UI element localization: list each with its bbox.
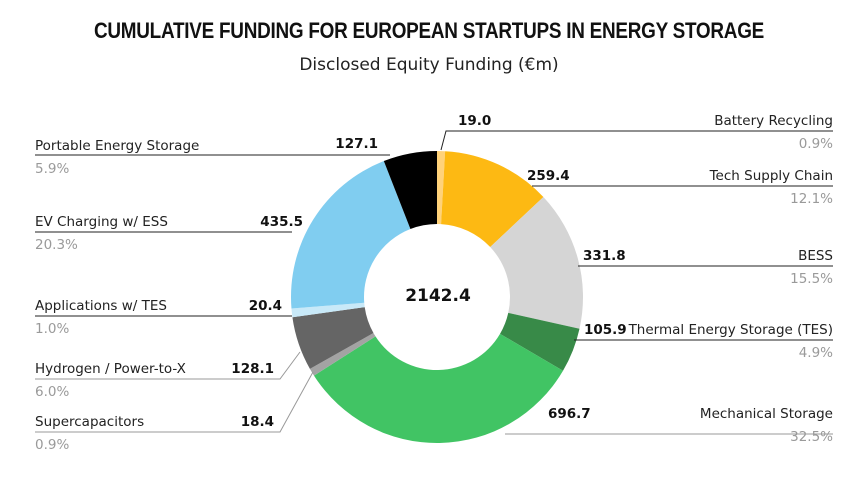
leader-line-hydrogen xyxy=(35,351,301,380)
value-label: 20.4 xyxy=(248,298,282,314)
series-label: Applications w/ TES xyxy=(35,298,167,314)
value-label: 696.7 xyxy=(548,406,591,422)
series-label: Battery Recycling xyxy=(714,113,833,129)
value-label: 331.8 xyxy=(583,248,626,264)
leader-lines xyxy=(35,130,833,435)
value-label: 127.1 xyxy=(335,136,378,152)
percent-label: 12.1% xyxy=(790,191,833,207)
percent-label: 0.9% xyxy=(798,136,833,152)
series-label: Portable Energy Storage xyxy=(35,138,200,154)
value-label: 105.9 xyxy=(584,322,627,338)
slice-supercapacitors xyxy=(309,332,376,376)
series-label: Supercapacitors xyxy=(35,414,145,430)
slice-mechanical-storage xyxy=(313,333,564,444)
slice-portable-energy-storage xyxy=(383,151,437,230)
value-label: 259.4 xyxy=(527,168,570,184)
percent-label: 4.9% xyxy=(798,345,833,361)
series-label: Thermal Energy Storage (TES) xyxy=(628,322,833,338)
series-label: Mechanical Storage xyxy=(699,406,833,422)
slice-thermal-energy-storage-tes xyxy=(500,312,580,371)
leader-line-battery-recycling xyxy=(440,130,833,151)
total-value: 2142.4 xyxy=(405,286,471,306)
value-label: 128.1 xyxy=(231,361,274,377)
series-label: EV Charging w/ ESS xyxy=(35,214,168,230)
leader-line-supercapacitors xyxy=(35,371,314,433)
percent-label: 20.3% xyxy=(35,237,78,253)
slice-ev-charging-w-ess xyxy=(290,161,411,309)
percent-label: 0.9% xyxy=(35,437,70,453)
slice-bess xyxy=(490,197,583,329)
percent-label: 15.5% xyxy=(790,271,833,287)
value-label: 18.4 xyxy=(240,414,274,430)
slice-applications-w-tes xyxy=(291,302,365,318)
percent-label: 6.0% xyxy=(35,384,70,400)
value-label: 19.0 xyxy=(458,113,492,129)
value-label: 435.5 xyxy=(260,214,303,230)
percent-label: 32.5% xyxy=(790,429,833,445)
percent-label: 5.9% xyxy=(35,161,70,177)
series-label: Tech Supply Chain xyxy=(709,168,833,184)
slice-tech-supply-chain xyxy=(441,151,544,248)
slice-hydrogen-power-to-x xyxy=(292,307,374,369)
series-label: BESS xyxy=(798,248,833,264)
series-label: Hydrogen / Power-to-X xyxy=(35,361,186,377)
chart-title: CUMULATIVE FUNDING FOR EUROPEAN STARTUPS… xyxy=(93,18,765,43)
slice-battery-recycling xyxy=(437,151,446,225)
percent-label: 1.0% xyxy=(35,321,70,337)
chart-subtitle: Disclosed Equity Funding (€m) xyxy=(299,55,559,75)
